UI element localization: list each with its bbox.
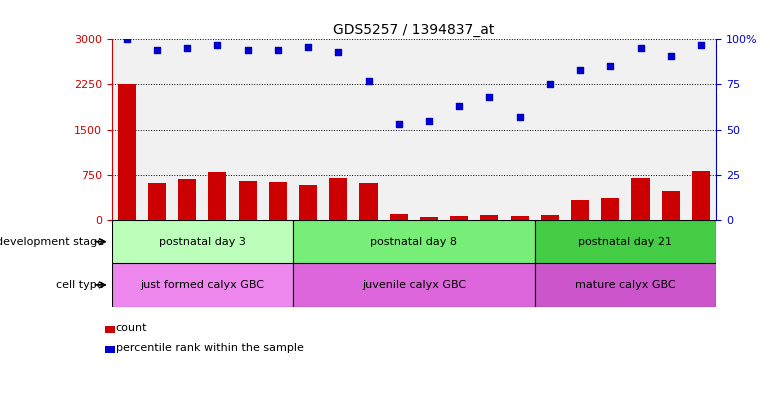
Bar xyxy=(504,39,534,220)
Bar xyxy=(450,217,468,220)
Bar xyxy=(118,84,136,220)
Point xyxy=(484,94,496,100)
Point xyxy=(695,42,707,48)
Text: mature calyx GBC: mature calyx GBC xyxy=(575,280,676,290)
Bar xyxy=(535,263,716,307)
Bar xyxy=(420,217,438,220)
Text: postnatal day 3: postnatal day 3 xyxy=(159,237,246,247)
Point xyxy=(151,47,163,53)
Point xyxy=(121,36,133,42)
Bar xyxy=(299,185,317,220)
Point xyxy=(514,114,526,120)
Bar xyxy=(112,220,293,263)
Bar xyxy=(565,39,595,220)
Bar xyxy=(625,39,655,220)
Bar xyxy=(656,39,686,220)
Point xyxy=(423,118,435,124)
Bar xyxy=(661,191,680,220)
Point xyxy=(272,47,284,53)
Bar xyxy=(595,39,625,220)
Bar xyxy=(293,39,323,220)
Text: development stage: development stage xyxy=(0,237,104,247)
Bar xyxy=(178,179,196,220)
Point xyxy=(302,43,314,50)
Bar xyxy=(330,178,347,220)
Text: postnatal day 21: postnatal day 21 xyxy=(578,237,672,247)
Point xyxy=(393,121,405,127)
Text: postnatal day 8: postnatal day 8 xyxy=(370,237,457,247)
Bar xyxy=(692,171,710,220)
Text: cell type: cell type xyxy=(56,280,104,290)
Title: GDS5257 / 1394837_at: GDS5257 / 1394837_at xyxy=(333,23,494,37)
Bar xyxy=(293,220,535,263)
Point xyxy=(242,47,254,53)
Text: percentile rank within the sample: percentile rank within the sample xyxy=(116,343,303,353)
Bar xyxy=(444,39,474,220)
Bar xyxy=(571,200,589,220)
Bar xyxy=(414,39,444,220)
Text: count: count xyxy=(116,323,147,333)
Bar xyxy=(263,39,293,220)
Bar xyxy=(148,183,166,220)
Point xyxy=(332,49,344,55)
Point xyxy=(363,78,375,84)
Bar xyxy=(172,39,203,220)
Bar xyxy=(631,178,650,220)
Bar xyxy=(112,39,142,220)
Bar xyxy=(541,215,559,220)
Bar xyxy=(112,263,293,307)
Bar xyxy=(480,215,498,220)
Bar xyxy=(535,220,716,263)
Point xyxy=(453,103,465,109)
Point xyxy=(574,67,586,73)
Text: just formed calyx GBC: just formed calyx GBC xyxy=(140,280,264,290)
Point xyxy=(544,81,556,88)
Bar xyxy=(390,214,408,220)
Point xyxy=(604,63,617,70)
Point xyxy=(634,45,647,51)
Bar xyxy=(534,39,565,220)
Point xyxy=(665,52,677,59)
Bar xyxy=(209,173,226,220)
Bar xyxy=(511,216,529,220)
Bar xyxy=(203,39,233,220)
Bar xyxy=(383,39,414,220)
Bar xyxy=(353,39,383,220)
Bar xyxy=(601,198,619,220)
Point xyxy=(211,42,223,48)
Bar xyxy=(686,39,716,220)
Bar xyxy=(474,39,504,220)
Bar xyxy=(269,182,287,220)
Bar xyxy=(360,183,377,220)
Bar xyxy=(323,39,353,220)
Bar xyxy=(142,39,172,220)
Text: juvenile calyx GBC: juvenile calyx GBC xyxy=(362,280,466,290)
Bar xyxy=(293,263,535,307)
Point xyxy=(181,45,193,51)
Bar xyxy=(233,39,263,220)
Bar xyxy=(239,181,256,220)
